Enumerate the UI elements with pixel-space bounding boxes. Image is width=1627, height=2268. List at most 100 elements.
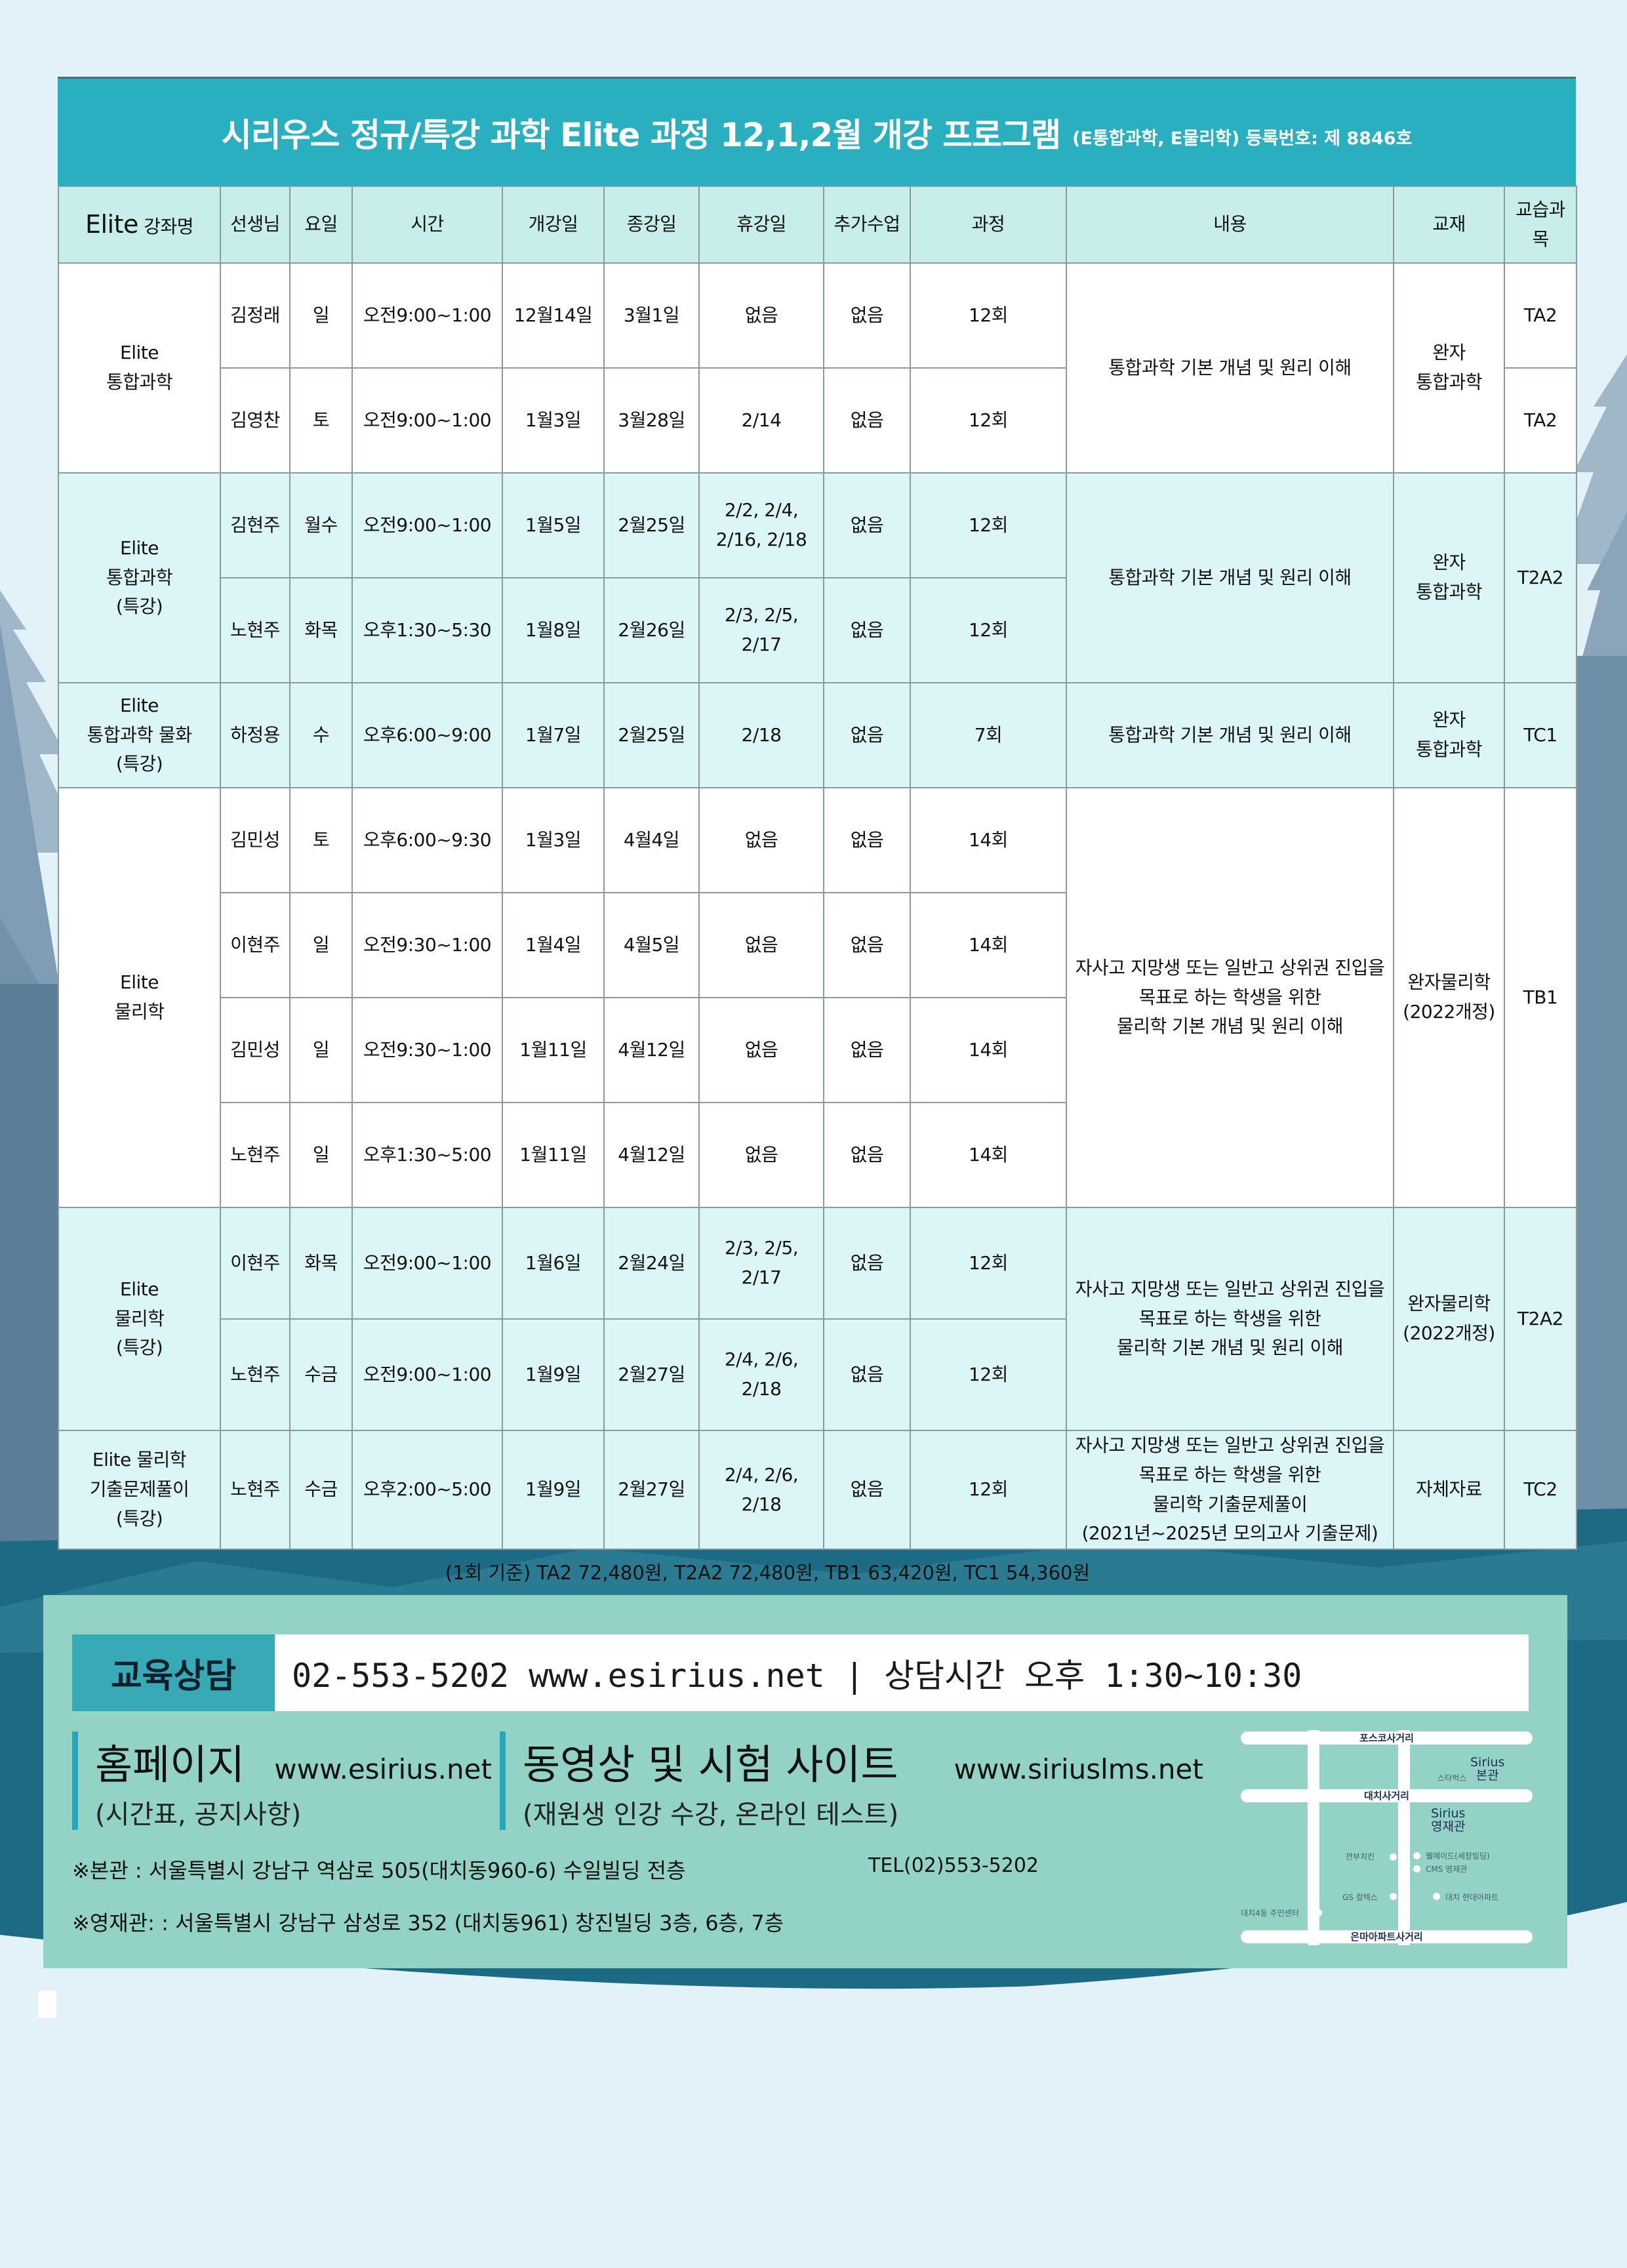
end-date-cell: 4월5일 — [603, 892, 700, 998]
break-dates-cell: 없음 — [698, 892, 824, 998]
session-count-cell: 12회 — [910, 1207, 1067, 1320]
extra-class-cell: 없음 — [823, 892, 911, 998]
video-site-section: 동영상 및 시험 사이트 www.siriuslms.net (재원생 인강 수… — [500, 1731, 1203, 1830]
map-road-label: 포스코사거리 — [1241, 1731, 1533, 1745]
start-date-cell: 1월3일 — [502, 787, 605, 893]
textbook-cell: 완자 통합과학 — [1393, 262, 1505, 474]
address-annex: ※영재관: : 서울특별시 강남구 삼성로 352 (대치동961) 창진빌딩 … — [72, 1911, 784, 1935]
map-landmark: 대치 현대아파트 — [1445, 1893, 1499, 1902]
end-date-cell: 4월4일 — [603, 787, 700, 893]
day-cell: 일 — [289, 997, 353, 1103]
extra-class-cell: 없음 — [823, 1318, 911, 1431]
break-dates-cell: 2/2, 2/4, 2/16, 2/18 — [698, 472, 824, 578]
column-header: 선생님 — [220, 186, 291, 264]
map-landmark: 스타벅스 — [1437, 1773, 1467, 1783]
end-date-cell: 3월1일 — [603, 262, 700, 369]
extra-class-cell: 없음 — [823, 1207, 911, 1320]
extra-class-cell: 없음 — [823, 262, 911, 369]
homepage-desc: (시간표, 공지사항) — [95, 1800, 302, 1830]
column-header-label: 개강일 — [528, 213, 578, 235]
column-header: 시간 — [352, 186, 503, 264]
time-cell: 오전9:00~1:00 — [352, 472, 503, 578]
session-count-cell: 12회 — [910, 1318, 1067, 1431]
break-dates-cell: 없음 — [698, 1102, 824, 1208]
table-row: Elite 통합과학 물화 (특강) 하정용 수 오후6:00~9:00 1월7일 2월2… — [58, 682, 1577, 788]
day-cell: 일 — [289, 262, 353, 369]
column-header-label: 종강일 — [626, 213, 677, 235]
column-header-label: 요일 — [304, 213, 338, 235]
teacher-cell: 김민성 — [220, 787, 291, 893]
schedule-sheet: 시리우스 정규/특강 과학 Elite 과정 12,1,2월 개강 프로그램 (… — [58, 77, 1577, 1550]
teacher-cell: 김현주 — [220, 472, 291, 578]
table-header-row: Elite 강좌명 선생님 요일 시간 개강일 종강일 휴강일 추가수업 과정 내용 교재 교습과목 — [58, 186, 1577, 264]
map-road-label: 은마아파트사거리 — [1241, 1930, 1533, 1943]
table-row: Elite 물리학 (특강) 이현주 화목 오전9:00~1:00 1월6일 2월24일 2… — [58, 1207, 1577, 1431]
end-date-cell: 2월24일 — [603, 1207, 700, 1320]
map-landmark: 깐부치킨 — [1346, 1852, 1375, 1861]
subject-code-cell: TA2 — [1504, 262, 1577, 369]
title-banner: 시리우스 정규/특강 과학 Elite 과정 12,1,2월 개강 프로그램 (… — [58, 77, 1576, 186]
start-date-cell: 1월3일 — [502, 367, 605, 474]
column-header: 추가수업 — [823, 186, 911, 264]
day-cell: 토 — [289, 787, 353, 893]
table-row: Elite 통합과학 김정래 일 오전9:00~1:00 12월14일 3월1일 없음 없음 1… — [58, 262, 1577, 474]
content-cell: 자사고 지망생 또는 일반고 상위권 진입을 목표로 하는 학생을 위한 물리학… — [1066, 1429, 1394, 1550]
location-map: 포스코사거리 대치사거리 은마아파트사거리 Sirius 본관 Sirius 영… — [1241, 1724, 1533, 1945]
start-date-cell: 1월4일 — [502, 892, 605, 998]
teacher-cell: 김영찬 — [220, 367, 291, 474]
table-row: 이현주 일 오전9:30~1:00 1월4일 4월5일 없음 없음 14회 — [58, 892, 1577, 998]
column-header-label: 내용 — [1213, 213, 1247, 235]
session-count-cell: 7회 — [910, 682, 1067, 788]
schedule-table: Elite 강좌명 선생님 요일 시간 개강일 종강일 휴강일 추가수업 과정 내용 교재 교습과목 … — [58, 186, 1577, 1550]
start-date-cell: 1월5일 — [502, 472, 605, 578]
course-name-cell: Elite 통합과학 (특강) — [58, 472, 221, 683]
extra-class-cell: 없음 — [823, 577, 911, 683]
break-dates-cell: 2/4, 2/6, 2/18 — [698, 1318, 824, 1431]
content-cell: 자사고 지망생 또는 일반고 상위권 진입을 목표로 하는 학생을 위한 물리학… — [1066, 787, 1394, 1208]
telephone: TEL(02)553-5202 — [868, 1854, 1039, 1877]
start-date-cell: 1월9일 — [502, 1429, 605, 1550]
page-title: 시리우스 정규/특강 과학 Elite 과정 12,1,2월 개강 프로그램 — [221, 115, 1062, 154]
homepage-link[interactable]: www.esirius.net — [274, 1753, 492, 1785]
end-date-cell: 2월26일 — [603, 577, 700, 683]
video-site-desc: (재원생 인강 수강, 온라인 테스트) — [523, 1800, 899, 1830]
map-road — [1308, 1730, 1319, 1945]
homepage-title: 홈페이지 — [95, 1741, 245, 1789]
map-marker — [1413, 1852, 1420, 1859]
textbook-cell: 완자물리학 (2022개정) — [1393, 1207, 1505, 1431]
session-count-cell: 14회 — [910, 997, 1067, 1103]
day-cell: 수금 — [289, 1429, 353, 1550]
map-marker — [1390, 1853, 1397, 1861]
price-note-text: (1회 기준) TA2 72,480원, T2A2 72,480원, TB1 6… — [445, 1562, 1091, 1584]
break-dates-cell: 없음 — [698, 787, 824, 893]
time-cell: 오후6:00~9:00 — [352, 682, 503, 788]
video-site-link[interactable]: www.siriuslms.net — [954, 1753, 1203, 1785]
table-row: 노현주 수금 오전9:00~1:00 1월9일 2월27일 2/4, 2/6, 2/18 없… — [58, 1318, 1577, 1431]
map-marker — [1433, 1893, 1440, 1900]
break-dates-cell: 없음 — [698, 997, 824, 1103]
day-cell: 수금 — [289, 1318, 353, 1431]
day-cell: 일 — [289, 892, 353, 998]
extra-class-cell: 없음 — [823, 682, 911, 788]
subject-code-cell: T2A2 — [1504, 1207, 1577, 1431]
textbook-cell: 완자물리학 (2022개정) — [1393, 787, 1505, 1208]
table-row: Elite 물리학 기출문제풀이 (특강) 노현주 수금 오후2:00~5:00 1월9… — [58, 1429, 1577, 1550]
column-header: 휴강일 — [698, 186, 824, 264]
extra-class-cell: 없음 — [823, 1429, 911, 1550]
break-dates-cell: 없음 — [698, 262, 824, 369]
content-cell: 통합과학 기본 개념 및 원리 이해 — [1066, 472, 1394, 683]
content-cell: 자사고 지망생 또는 일반고 상위권 진입을 목표로 하는 학생을 위한 물리학… — [1066, 1207, 1394, 1431]
column-header-label: 추가수업 — [834, 213, 900, 235]
end-date-cell: 4월12일 — [603, 997, 700, 1103]
extra-class-cell: 없음 — [823, 997, 911, 1103]
time-cell: 오후2:00~5:00 — [352, 1429, 503, 1550]
course-name-cell: Elite 통합과학 — [58, 262, 221, 474]
course-name-cell: Elite 물리학 — [58, 787, 221, 1208]
map-marker — [1315, 1909, 1322, 1916]
column-header: 과정 — [910, 186, 1067, 264]
end-date-cell: 2월27일 — [603, 1318, 700, 1431]
session-count-cell: 14회 — [910, 892, 1067, 998]
table-row: 노현주 화목 오후1:30~5:30 1월8일 2월26일 2/3, 2/5, 2/17 없… — [58, 577, 1577, 683]
table-row: 김민성 일 오전9:30~1:00 1월11일 4월12일 없음 없음 14회 — [58, 997, 1577, 1103]
page-subtitle: (E통합과학, E물리학) 등록번호: 제 8846호 — [1072, 129, 1413, 149]
